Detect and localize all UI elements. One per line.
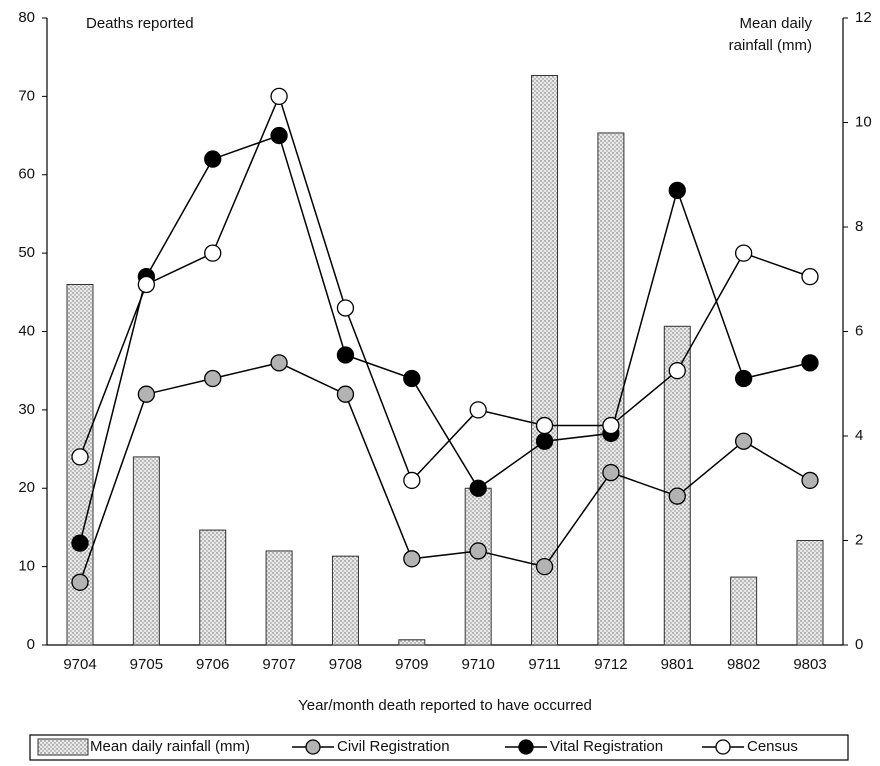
line [79,134,811,544]
legend-marker [305,739,321,755]
y2-tick-label: 2 [855,531,863,548]
y2-tick-label: 0 [855,636,863,653]
x-tick-label: 9712 [594,656,627,673]
x-tick-label: 9707 [262,656,295,673]
y-tick-label: 30 [18,401,35,418]
marker [71,534,89,552]
x-tick-label: 9709 [395,656,428,673]
y2-axis-label-line: Mean daily [739,15,812,32]
marker [734,369,753,388]
bar [132,456,160,646]
marker [137,275,156,294]
marker [535,557,554,576]
marker [469,479,487,497]
marker [71,573,89,591]
marker [602,463,620,482]
marker [137,385,156,403]
x-tick-label: 9710 [461,656,494,673]
marker [668,362,686,380]
bar [265,550,293,646]
marker [801,354,819,372]
x-axis-label: Year/month death reported to have occurr… [298,697,592,714]
marker [535,432,554,450]
x-tick-label: 9706 [196,656,229,673]
marker [403,369,421,388]
x-tick-label: 9704 [63,656,96,673]
x-tick-label: 9803 [793,656,826,673]
line [79,362,811,583]
y2-tick-label: 10 [855,113,872,130]
marker [204,150,222,168]
marker [469,542,487,560]
marker [403,550,421,568]
y-tick-label: 50 [18,244,35,261]
x-tick-label: 9802 [727,656,760,673]
y2-tick-label: 12 [855,9,872,26]
marker [336,385,355,403]
marker [602,416,620,435]
marker [336,299,355,317]
marker [270,126,288,145]
legend-label: Vital Registration [550,738,663,755]
marker [734,432,753,450]
x-tick-label: 9711 [528,656,560,673]
x-tick-label: 9708 [329,656,362,673]
x-tick-label: 9801 [661,656,694,673]
y-axis-label: Deaths reported [86,15,194,32]
y-tick-label: 0 [27,636,35,653]
bar [597,132,625,646]
legend-marker [715,739,731,755]
marker [204,369,222,388]
legend-marker [518,739,534,755]
marker [668,181,686,200]
marker [204,244,222,262]
legend-swatch [37,738,89,756]
y2-tick-label: 8 [855,218,863,235]
marker [336,346,355,364]
line [79,94,811,482]
marker [535,416,554,435]
marker [71,448,89,466]
bar [331,555,359,646]
marker [668,487,686,505]
bar [796,540,824,646]
y2-tick-label: 4 [855,427,863,444]
y-tick-label: 40 [18,322,35,339]
bar [730,576,758,646]
marker [801,471,819,490]
y-tick-label: 80 [18,9,35,26]
x-tick-label: 9705 [130,656,163,673]
marker [403,471,421,490]
bar [199,529,227,646]
bar [531,74,559,646]
bar [663,325,691,646]
y-tick-label: 20 [18,479,35,496]
y2-axis-label-line: rainfall (mm) [729,37,812,54]
marker [734,244,753,262]
marker [270,87,288,106]
legend-label: Census [747,738,798,755]
y-tick-label: 60 [18,166,35,183]
bar [464,487,492,646]
marker [801,267,819,286]
marker [469,401,487,419]
legend: Mean daily rainfall (mm) Civil Registrati… [37,738,798,756]
y-tick-label: 70 [18,87,35,104]
legend-box [29,734,849,761]
legend-label: Mean daily rainfall (mm) [90,738,250,755]
y2-tick-label: 6 [855,322,863,339]
bar [398,639,426,646]
y-tick-label: 10 [18,558,35,575]
legend-label: Civil Registration [337,738,450,755]
marker [270,354,288,372]
